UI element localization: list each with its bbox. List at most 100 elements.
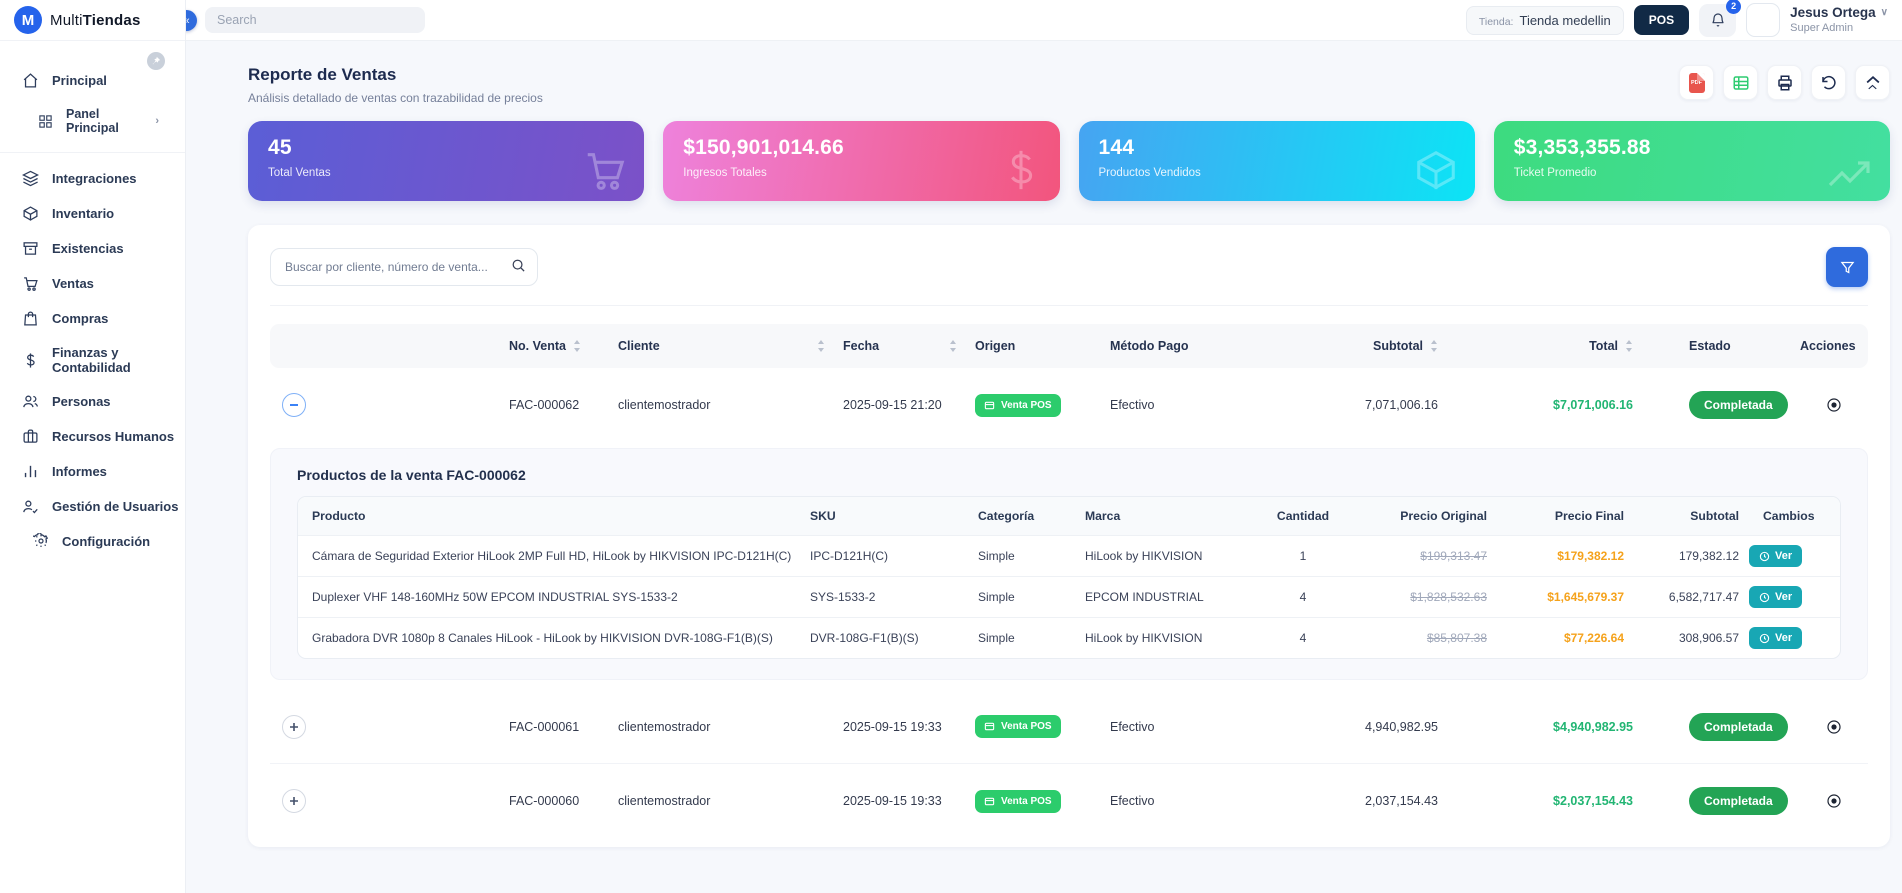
product-precio-original: $1,828,532.63 (1410, 590, 1487, 604)
product-precio-original: $199,313.47 (1420, 549, 1487, 563)
sale-row: FAC-000060 clientemostrador 2025-09-15 1… (270, 764, 1868, 838)
column-header-cliente[interactable]: Cliente (618, 339, 843, 353)
package-icon (23, 206, 38, 221)
ver-cambios-button[interactable]: Ver (1749, 627, 1803, 649)
sale-cliente: clientemostrador (618, 719, 711, 734)
sidebar-item-recursos-humanos[interactable]: Recursos Humanos (0, 419, 185, 454)
user-name: Jesus Ortega (1790, 4, 1876, 20)
column-header-fecha[interactable]: Fecha (843, 339, 975, 353)
sale-subtotal: 4,940,982.95 (1365, 719, 1438, 734)
trending-up-icon (1828, 161, 1870, 187)
report-toolbar: PDF (1679, 65, 1890, 100)
refresh-button[interactable] (1811, 65, 1846, 100)
pcol-precio-original: Precio Original (1400, 509, 1487, 523)
sidebar-item-gestion-usuarios[interactable]: Gestión de Usuarios (0, 489, 185, 524)
stat-value: $3,353,355.88 (1513, 136, 1651, 159)
product-cantidad: 4 (1299, 631, 1307, 645)
sale-row: FAC-000061 clientemostrador 2025-09-15 1… (270, 690, 1868, 764)
pcol-producto: Producto (312, 509, 366, 523)
sidebar-item-principal[interactable]: Principal (0, 63, 185, 98)
sidebar-item-personas[interactable]: Personas (0, 384, 185, 419)
view-sale-button[interactable] (1800, 719, 1868, 735)
product-sku: IPC-D121H(C) (810, 549, 889, 563)
undo-icon (1821, 75, 1836, 89)
minus-icon (290, 404, 298, 406)
sidebar-item-compras[interactable]: Compras (0, 301, 185, 336)
product-name: Cámara de Seguridad Exterior HiLook 2MP … (312, 549, 792, 563)
product-subtotal: 179,382.12 (1678, 549, 1739, 563)
sidebar-item-informes[interactable]: Informes (0, 454, 185, 489)
brand-logo[interactable]: M MultiTiendas (0, 0, 185, 41)
export-excel-button[interactable] (1723, 65, 1758, 100)
expanded-sale-detail: Productos de la venta FAC-000062 Product… (270, 448, 1868, 680)
notifications-button[interactable]: 2 (1699, 0, 1742, 37)
user-check-icon (23, 500, 38, 514)
view-sale-button[interactable] (1800, 793, 1868, 809)
sidebar-pin-icon[interactable] (147, 52, 165, 70)
stat-label: Ingresos Totales (683, 167, 767, 179)
collapse-row-toggle[interactable] (282, 393, 306, 417)
expand-row-toggle[interactable] (282, 789, 306, 813)
store-value: Tienda medellin (1519, 12, 1611, 28)
sidebar-item-ventas[interactable]: Ventas (0, 266, 185, 301)
store-selector[interactable]: Tienda: Tienda medellin (1465, 5, 1624, 35)
plus-icon (290, 797, 298, 805)
ver-cambios-button[interactable]: Ver (1749, 545, 1803, 567)
sidebar-item-configuracion[interactable]: Configuración (0, 524, 185, 558)
sale-numero: FAC-000061 (509, 719, 580, 734)
product-row: Grabadora DVR 1080p 8 Canales HiLook - H… (298, 617, 1840, 658)
sidebar-item-inventario[interactable]: Inventario (0, 196, 185, 231)
chevron-up-small-icon (1868, 84, 1877, 90)
expand-row-toggle[interactable] (282, 714, 306, 739)
notification-badge: 2 (1726, 0, 1742, 14)
product-precio-final: $77,226.64 (1563, 631, 1624, 645)
global-search-input[interactable] (205, 7, 425, 33)
sidebar-item-finanzas[interactable]: Finanzas y Contabilidad (0, 336, 185, 384)
briefcase-icon (23, 429, 38, 443)
column-header-subtotal[interactable]: Subtotal (1270, 339, 1452, 353)
chevron-down-icon: ∨ (1880, 6, 1888, 18)
sale-metodo: Efectivo (1110, 398, 1155, 412)
product-precio-final: $179,382.12 (1557, 549, 1624, 563)
export-pdf-button[interactable]: PDF (1679, 65, 1714, 100)
sidebar-item-integraciones[interactable]: Integraciones (0, 161, 185, 196)
user-menu[interactable]: Jesus Ortega ∨ Super Admin (1790, 5, 1888, 36)
clock-icon (1759, 633, 1770, 643)
products-title: Productos de la venta FAC-000062 (297, 467, 526, 483)
sales-search-input[interactable] (270, 248, 538, 286)
filter-button[interactable] (1826, 247, 1868, 287)
pos-terminal-icon (984, 722, 995, 731)
view-sale-button[interactable] (1800, 397, 1868, 413)
sale-cliente: clientemostrador (618, 794, 711, 808)
sort-icon (1431, 340, 1437, 352)
sidebar-item-panel-principal[interactable]: Panel Principal › (0, 98, 185, 144)
sale-cliente: clientemostrador (618, 398, 711, 412)
product-sku: SYS-1533-2 (810, 590, 876, 604)
dollar-icon (1010, 150, 1032, 190)
clock-icon (1759, 551, 1770, 561)
dollar-icon (26, 352, 35, 368)
chevron-right-icon: › (155, 115, 159, 127)
chevron-up-icon (1866, 75, 1879, 84)
layers-icon (22, 170, 39, 187)
print-button[interactable] (1767, 65, 1802, 100)
ver-cambios-button[interactable]: Ver (1749, 586, 1803, 608)
column-header-numero[interactable]: No. Venta (509, 339, 618, 353)
collapse-section-button[interactable] (1855, 65, 1890, 100)
product-marca: EPCOM INDUSTRIAL (1085, 590, 1204, 604)
sales-report-panel: No. Venta Cliente Fecha Origen Método Pa… (248, 225, 1890, 847)
stat-cards: 45 Total Ventas $150,901,014.66 Ingresos… (248, 121, 1890, 201)
sale-fecha: 2025-09-15 19:33 (843, 719, 942, 734)
stat-value: 45 (268, 136, 292, 159)
sort-icon (818, 340, 824, 352)
stat-label: Total Ventas (268, 167, 331, 179)
top-header: « Tienda: Tienda medellin POS 2 Jesus Or… (176, 0, 1902, 41)
pos-button[interactable]: POS (1633, 5, 1690, 35)
sidebar-item-existencias[interactable]: Existencias (0, 231, 185, 266)
avatar[interactable] (1746, 3, 1781, 37)
pcol-precio-final: Precio Final (1554, 509, 1624, 523)
sidebar-nav: Principal Panel Principal › Integracione… (0, 41, 185, 558)
products-table-header: Producto SKU Categoría Marca Cantidad Pr… (298, 497, 1840, 535)
sale-subtotal: 2,037,154.43 (1365, 794, 1438, 808)
column-header-total[interactable]: Total (1452, 339, 1647, 353)
